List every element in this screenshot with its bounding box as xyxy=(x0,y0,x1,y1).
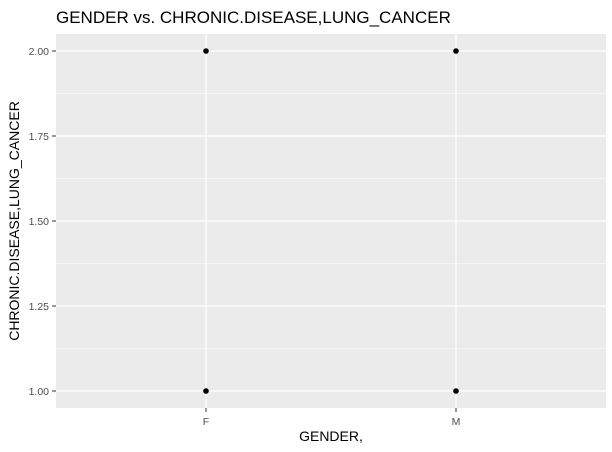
x-tick-label: F xyxy=(203,416,209,428)
data-point xyxy=(203,48,209,54)
y-tick-label: 1.00 xyxy=(29,386,50,398)
grid-major xyxy=(56,34,606,408)
data-point xyxy=(203,388,209,394)
data-point xyxy=(453,388,459,394)
y-tick-label: 1.25 xyxy=(29,301,50,313)
data-point xyxy=(453,48,459,54)
y-axis: 1.00 1.25 1.50 1.75 2.00 xyxy=(29,46,56,398)
chart-title: GENDER vs. CHRONIC.DISEASE,LUNG_CANCER xyxy=(56,8,451,27)
y-tick-label: 1.75 xyxy=(29,131,50,143)
y-tick-label: 1.50 xyxy=(29,216,50,228)
data-points xyxy=(203,48,459,394)
x-tick-label: M xyxy=(452,416,461,428)
x-axis-title: GENDER, xyxy=(299,428,363,444)
y-axis-title: CHRONIC.DISEASE,LUNG_CANCER xyxy=(6,101,22,341)
grid-minor xyxy=(56,93,606,349)
y-tick-label: 2.00 xyxy=(29,46,50,58)
